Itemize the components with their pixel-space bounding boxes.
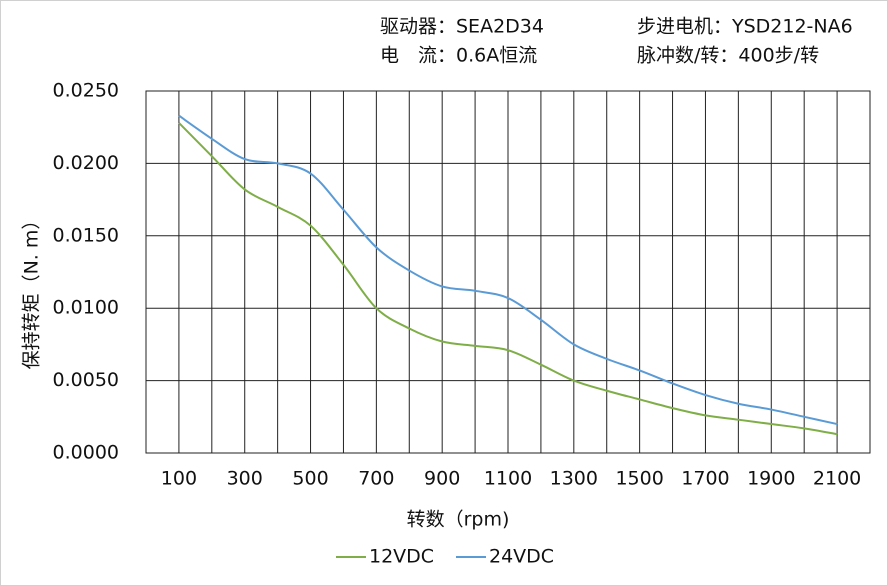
- line: [178, 114, 838, 426]
- annotation: 电 流：0.6A恒流: [380, 45, 537, 67]
- x-axis-label: 转数（rpm): [407, 509, 510, 531]
- y-tick-label: 0.0150: [53, 224, 119, 246]
- x-tick-label: 500: [292, 468, 328, 490]
- annotation: 脉冲数/转：400步/转: [637, 45, 819, 67]
- x-tick-label: 900: [424, 468, 460, 490]
- legend-label: 24VDC: [489, 546, 554, 568]
- x-tick-label: 1500: [615, 468, 663, 490]
- y-tick-label: 0.0000: [53, 442, 119, 464]
- x-tick-label: 1300: [550, 468, 598, 490]
- y-tick-label: 0.0250: [53, 80, 119, 102]
- y-tick-label: 0.0200: [53, 152, 119, 174]
- line: [178, 122, 838, 436]
- x-tick-label: 700: [358, 468, 394, 490]
- x-tick-label: 300: [227, 468, 263, 490]
- y-tick-label: 0.0050: [53, 369, 119, 391]
- y-tick-label: 0.0100: [53, 297, 119, 319]
- x-tick-label: 1700: [681, 468, 729, 490]
- x-tick-label: 1900: [747, 468, 795, 490]
- annotation: 步进电机：YSD212-NA6: [637, 16, 853, 38]
- y-axis-label: 保持转矩（N. m）: [21, 211, 43, 370]
- x-tick-label: 1100: [484, 468, 532, 490]
- annotation: 驱动器：SEA2D34: [380, 16, 544, 38]
- legend-label: 12VDC: [369, 546, 434, 568]
- x-tick-label: 2100: [813, 468, 861, 490]
- x-tick-label: 100: [161, 468, 197, 490]
